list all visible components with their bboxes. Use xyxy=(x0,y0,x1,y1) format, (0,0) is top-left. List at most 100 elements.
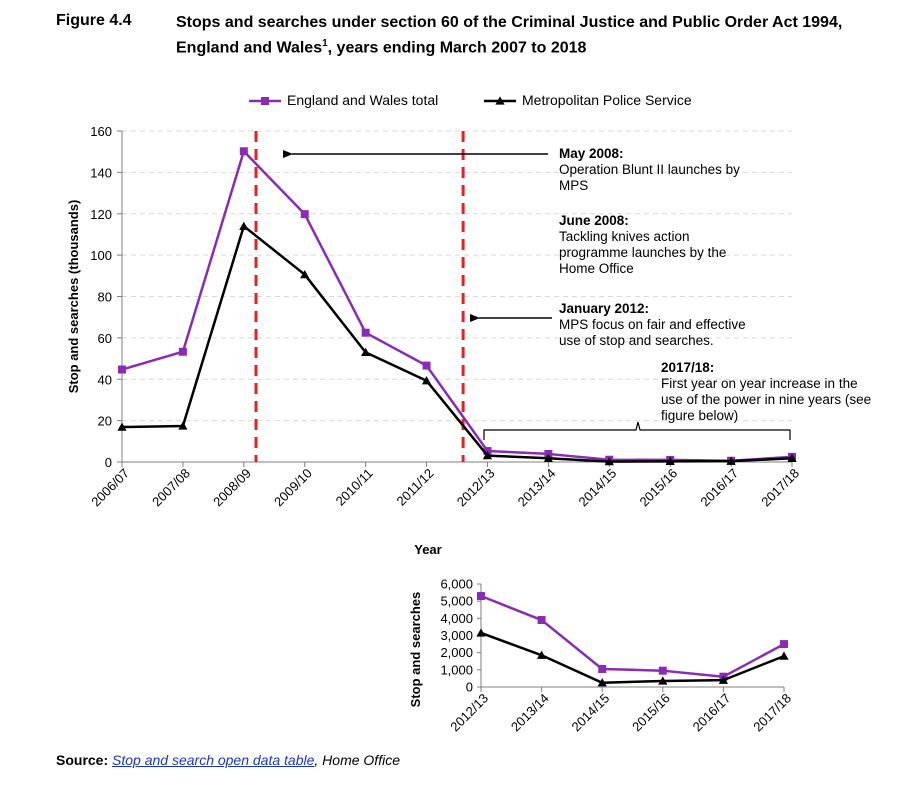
y-tick-label: 60 xyxy=(98,331,112,346)
annotation-title: 2017/18: xyxy=(661,360,714,375)
inset-y-tick-label: 2,000 xyxy=(440,645,473,660)
annotation-text: MPS xyxy=(559,178,588,193)
x-tick-label: 2013/14 xyxy=(515,466,559,510)
figure-label: Figure 4.4 xyxy=(56,12,132,29)
inset-y-tick-label: 3,000 xyxy=(440,628,473,643)
data-point xyxy=(300,269,310,279)
data-point xyxy=(118,365,126,374)
y-tick-label: 100 xyxy=(90,248,112,263)
data-point xyxy=(239,147,248,156)
y-axis-title: Stop and searches (thousands) xyxy=(66,200,81,394)
source-link[interactable]: Stop and search open data table xyxy=(112,752,315,768)
data-point xyxy=(300,210,309,219)
inset-x-tick-label: 2016/17 xyxy=(690,691,734,735)
annotation-text: Home Office xyxy=(559,261,634,276)
inset-data-point xyxy=(598,664,607,673)
inset-x-tick-label: 2015/16 xyxy=(629,691,673,735)
y-tick-label: 120 xyxy=(90,207,112,222)
inset-series-line-england-wales xyxy=(480,594,785,678)
inset-data-point xyxy=(597,678,607,687)
x-tick-label: 2017/18 xyxy=(758,466,802,510)
annotation-text: use of stop and searches. xyxy=(559,333,714,348)
title-end: , years ending March 2007 to 2018 xyxy=(327,39,587,57)
inset-chart: 0 1,000 2,000 3,000 4,000 5,000 6,000 2012/13 20… xyxy=(408,577,794,735)
data-point xyxy=(361,328,370,337)
inset-y-axis-title: Stop and searches xyxy=(408,592,423,708)
x-tick-label: 2010/11 xyxy=(333,466,376,509)
data-point xyxy=(604,456,614,466)
data-point xyxy=(543,453,553,462)
data-point xyxy=(787,453,797,462)
annotation-text: Tackling knives action xyxy=(559,229,690,244)
data-point xyxy=(665,456,675,466)
inset-x-tick-label: 2012/13 xyxy=(447,691,491,735)
inset-data-point xyxy=(658,676,668,685)
y-tick-label: 80 xyxy=(98,290,112,305)
y-tick-label: 20 xyxy=(98,414,112,429)
y-tick-label: 140 xyxy=(90,165,112,180)
inset-data-point xyxy=(718,675,728,684)
data-point xyxy=(178,347,187,356)
annotation-text: programme launches by the xyxy=(559,245,726,260)
legend-label: England and Wales total xyxy=(287,92,438,108)
legend-label: Metropolitan Police Service xyxy=(522,92,692,108)
y-tick-label: 160 xyxy=(90,124,112,139)
inset-y-tick-label: 4,000 xyxy=(440,611,473,626)
x-axis-title: Year xyxy=(414,542,441,557)
x-tick-label: 2008/09 xyxy=(210,466,254,510)
legend-marker xyxy=(495,96,505,105)
annotation-text: MPS focus on fair and effective xyxy=(559,317,746,332)
x-tick-label: 2015/16 xyxy=(636,466,680,510)
annotation-text: First year on year increase in the xyxy=(661,376,858,391)
title-footnote-marker: 1 xyxy=(322,38,328,49)
data-point xyxy=(117,422,127,431)
annotation-title: January 2012: xyxy=(559,301,649,316)
inset-x-tick-label: 2017/18 xyxy=(750,691,794,735)
inset-data-point xyxy=(658,666,667,675)
x-tick-label: 2009/10 xyxy=(271,466,315,510)
legend-marker xyxy=(261,97,269,105)
annotation-text: Operation Blunt II launches by xyxy=(559,162,740,177)
data-point xyxy=(482,450,493,460)
inset-data-point xyxy=(477,592,485,601)
inset-data-point xyxy=(476,628,486,637)
inset-y-tick-label: 1,000 xyxy=(440,662,473,677)
inset-data-point xyxy=(537,616,546,625)
annotation-title: June 2008: xyxy=(559,213,629,228)
annotation-text: figure below) xyxy=(661,408,738,423)
source-note: Source: Stop and search open data table,… xyxy=(56,752,400,768)
annotation-brace xyxy=(483,421,791,440)
x-tick-label: 2007/08 xyxy=(149,466,193,510)
inset-data-point xyxy=(537,650,547,659)
inset-y-tick-label: 5,000 xyxy=(440,594,473,609)
data-point xyxy=(726,456,736,465)
inset-y-tick-label: 0 xyxy=(466,680,473,695)
title-main: Stops and searches under section 60 of t… xyxy=(176,14,843,57)
inset-data-point xyxy=(780,640,788,649)
series-line-england-wales xyxy=(121,150,793,463)
inset-x-tick-label: 2013/14 xyxy=(508,691,552,735)
annotation-title: May 2008: xyxy=(559,146,624,161)
x-tick-label: 2016/17 xyxy=(697,466,741,510)
inset-data-point xyxy=(779,651,789,660)
inset-series-line-mps xyxy=(480,631,785,684)
x-tick-label: 2006/07 xyxy=(88,466,132,510)
y-tick-label: 40 xyxy=(98,372,112,387)
annotation-text: use of the power in nine years (see xyxy=(661,392,871,407)
data-point xyxy=(421,376,432,385)
data-point xyxy=(178,421,188,430)
inset-y-tick-label: 6,000 xyxy=(440,577,473,592)
x-tick-label: 2012/13 xyxy=(454,466,498,510)
main-chart: 0 20 40 60 80 100 120 140 160 2006/07 2007/08 2008/… xyxy=(66,92,871,557)
data-point xyxy=(422,361,431,370)
inset-x-tick-label: 2014/15 xyxy=(568,691,612,735)
figure-title: Stops and searches under section 60 of t… xyxy=(176,12,876,58)
x-tick-label: 2011/12 xyxy=(394,466,437,509)
source-suffix: , Home Office xyxy=(314,752,400,768)
data-point xyxy=(239,221,249,230)
x-tick-label: 2014/15 xyxy=(576,466,620,510)
y-tick-label: 0 xyxy=(105,455,112,470)
source-label: Source: xyxy=(56,752,109,768)
series-line-mps xyxy=(121,224,793,463)
